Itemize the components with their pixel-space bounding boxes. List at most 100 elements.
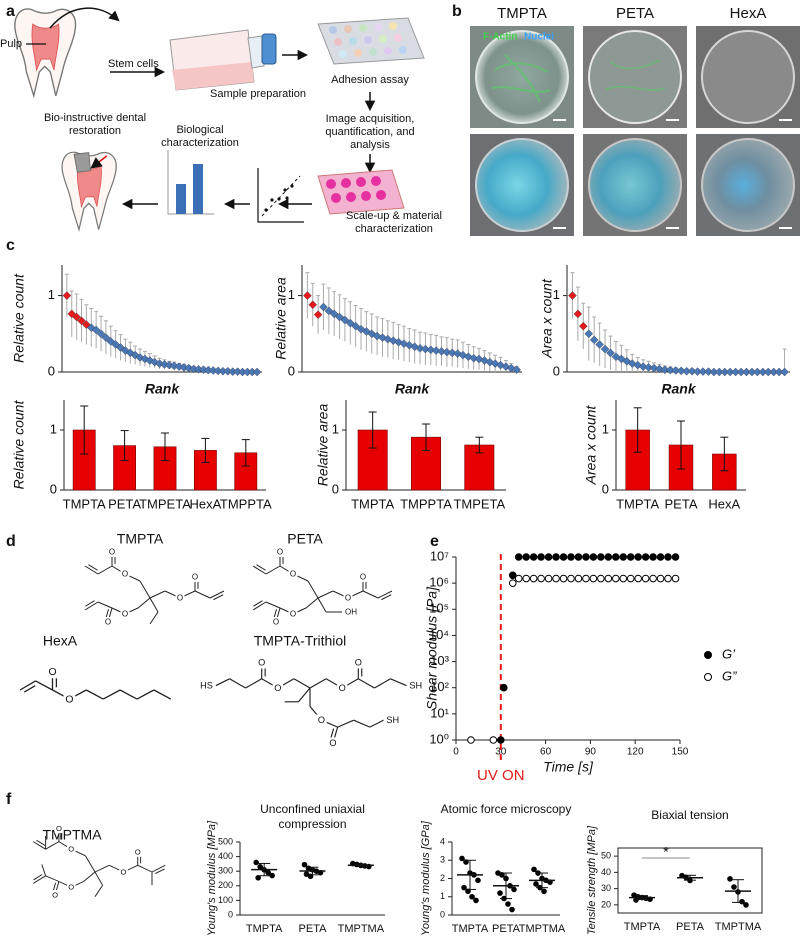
data-point — [660, 365, 670, 374]
bond — [45, 875, 60, 882]
significance-label: * — [663, 844, 669, 860]
y-tick-label: 1 — [602, 421, 609, 436]
y-tick-label: 20 — [601, 899, 611, 909]
x-tick-label: TMPTA — [452, 923, 489, 935]
data-point — [574, 574, 583, 583]
bond — [213, 594, 224, 601]
data-point — [634, 574, 642, 583]
y-axis-label: Shear modulus [Pa] — [424, 586, 440, 710]
data-point — [437, 347, 446, 356]
atom-label: O — [345, 594, 351, 603]
data-point — [619, 574, 628, 583]
x-tick-label: PETA — [108, 496, 141, 511]
data-point — [552, 553, 560, 561]
bond — [85, 689, 104, 700]
bond — [137, 864, 153, 873]
y-tick-label: 10² — [430, 679, 449, 694]
y-axis-label: Relative area — [315, 404, 331, 487]
bond — [149, 611, 159, 625]
data-point — [497, 736, 505, 744]
y-axis-label: Tensile strength [MPa] — [586, 825, 598, 935]
atom-mask — [54, 823, 64, 834]
data-point — [313, 310, 323, 319]
data-point — [329, 309, 339, 319]
atom-mask — [337, 682, 348, 694]
bond — [307, 580, 319, 599]
bond — [151, 864, 166, 873]
data-point — [252, 367, 262, 377]
data-point — [522, 553, 530, 561]
atom-label: OH — [345, 608, 357, 617]
data-point — [638, 362, 648, 371]
y-tick-label: 400 — [218, 851, 233, 861]
atom-mask — [327, 737, 339, 749]
x-axis-label: Rank — [395, 381, 430, 397]
data-point — [731, 884, 737, 890]
bond — [94, 864, 110, 873]
x-axis-label: Rank — [145, 381, 180, 397]
y-tick-label: 10⁵ — [429, 601, 449, 616]
molecule-name: TMPTMA — [42, 827, 102, 843]
y-axis-label: Young's modulus [GPa] — [420, 820, 432, 936]
data-point — [533, 881, 539, 887]
y-tick-label: 40 — [601, 867, 611, 877]
data-point — [649, 363, 659, 373]
bond — [139, 580, 151, 599]
bond — [23, 685, 36, 693]
bond — [390, 678, 407, 687]
data-point — [544, 553, 553, 561]
bond — [317, 590, 334, 599]
bond — [85, 855, 96, 873]
bond — [377, 590, 393, 599]
data-point — [508, 571, 517, 580]
data-point — [641, 574, 650, 583]
x-tick-label: 90 — [585, 747, 597, 758]
chart-title: Unconfined uniaxial compression — [260, 802, 365, 831]
data-point — [595, 340, 604, 349]
y-tick-label: 1 — [48, 287, 55, 302]
atom-mask — [272, 682, 283, 694]
y-tick-label: 100 — [218, 895, 233, 905]
atom-label: O — [274, 683, 281, 693]
bond — [119, 689, 138, 700]
bond — [94, 885, 103, 897]
atom-mask — [256, 656, 267, 669]
bond — [215, 678, 230, 687]
atom-label: O — [318, 715, 325, 725]
bond — [41, 864, 47, 876]
data-point — [589, 335, 599, 345]
atom-mask — [316, 714, 327, 726]
scatter-icon — [257, 168, 304, 223]
bond — [88, 564, 98, 571]
atom-mask — [288, 569, 298, 579]
atom-mask — [119, 867, 128, 877]
bond — [358, 678, 375, 689]
bond — [155, 868, 165, 874]
atom-mask — [133, 847, 143, 857]
data-point — [589, 553, 598, 561]
panel-label: f — [6, 791, 12, 808]
atom-label: O — [105, 618, 111, 627]
data-point — [473, 897, 479, 904]
data-point — [644, 363, 653, 372]
data-point — [704, 367, 713, 376]
bond — [84, 565, 99, 575]
y-tick-label: 0 — [602, 481, 609, 496]
data-point — [579, 321, 588, 331]
data-point — [634, 553, 642, 561]
bond — [194, 590, 211, 599]
step-label: Bio-instructive dental restoration — [43, 112, 147, 137]
step-label: Scale-up & material characterization — [346, 210, 442, 235]
bond — [137, 597, 151, 609]
y-tick-label: 1 — [332, 421, 339, 436]
y-tick-label: 0 — [50, 481, 57, 496]
x-tick-label: PETA — [299, 923, 328, 935]
atom-mask — [406, 679, 425, 692]
y-tick-label: 10⁴ — [429, 627, 449, 642]
bond — [362, 590, 379, 599]
bond — [252, 565, 267, 575]
data-point — [671, 366, 681, 375]
bar-icon — [167, 150, 214, 215]
y-axis-label: Area x count — [583, 405, 599, 486]
